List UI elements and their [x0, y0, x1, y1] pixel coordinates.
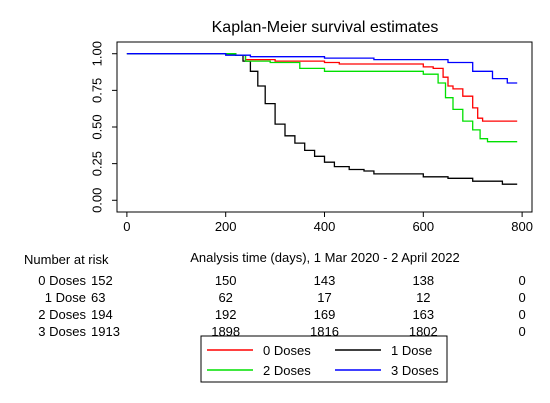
risk-row-label: 0 Doses [38, 273, 86, 288]
legend: 0 Doses 1 Dose 2 Doses 3 Doses [200, 335, 448, 383]
axes: 0 200 400 600 800 0.00 0.25 0.50 0.75 1.00 [89, 41, 533, 234]
chart-title: Kaplan-Meier survival estimates [212, 19, 439, 36]
x-tick-label: 0 [123, 219, 130, 234]
plot-lines [126, 53, 518, 185]
risk-value: 0 [519, 273, 526, 288]
risk-value: 12 [416, 290, 430, 305]
risk-value: 0 [519, 307, 526, 322]
series-line-3 [126, 53, 518, 84]
y-tick-label: 0.75 [89, 78, 104, 103]
risk-value: 194 [91, 307, 113, 322]
legend-label-3: 3 Doses [391, 363, 439, 378]
risk-table: 0 Doses 152 150 143 138 0 1 Dose 63 62 17 12 0 2 Dos… [38, 273, 525, 339]
y-tick-label: 0.50 [89, 114, 104, 139]
risk-value: 150 [215, 273, 237, 288]
x-tick-label: 400 [314, 219, 336, 234]
risk-value: 1898 [211, 324, 240, 339]
x-tick-label: 800 [511, 219, 533, 234]
series-line-2 [126, 53, 518, 143]
risk-value: 63 [91, 290, 105, 305]
risk-value: 1816 [310, 324, 339, 339]
legend-box [200, 335, 448, 383]
risk-value: 163 [412, 307, 434, 322]
risk-row-label: 2 Doses [38, 307, 86, 322]
risk-value: 192 [215, 307, 237, 322]
risk-row-label: 3 Doses [38, 324, 86, 339]
series-line-0 [126, 53, 518, 122]
y-tick-label: 0.00 [89, 188, 104, 213]
y-tick-label: 1.00 [89, 41, 104, 66]
x-tick-label: 200 [215, 219, 237, 234]
risk-value: 17 [317, 290, 331, 305]
risk-value: 0 [519, 290, 526, 305]
risk-value: 143 [314, 273, 336, 288]
risk-table-title: Number at risk [24, 252, 109, 267]
x-tick-label: 600 [412, 219, 434, 234]
x-axis-label: Analysis time (days), 1 Mar 2020 - 2 Apr… [190, 250, 460, 265]
risk-value: 1802 [409, 324, 438, 339]
legend-label-2: 2 Doses [263, 363, 311, 378]
risk-value: 169 [314, 307, 336, 322]
series-line-1 [126, 53, 518, 185]
risk-value: 152 [91, 273, 113, 288]
legend-label-1: 1 Dose [391, 343, 432, 358]
risk-row-label: 1 Dose [45, 290, 86, 305]
risk-value: 62 [218, 290, 232, 305]
risk-value: 1913 [91, 324, 120, 339]
risk-value: 0 [519, 324, 526, 339]
risk-value: 138 [412, 273, 434, 288]
legend-label-0: 0 Doses [263, 343, 311, 358]
y-tick-label: 0.25 [89, 151, 104, 176]
